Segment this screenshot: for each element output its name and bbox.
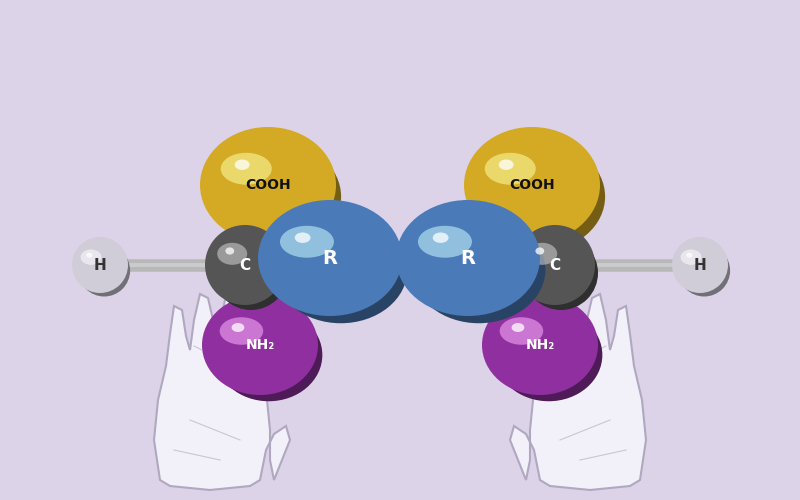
Polygon shape <box>532 264 556 318</box>
Ellipse shape <box>464 127 600 243</box>
Ellipse shape <box>678 244 730 296</box>
Ellipse shape <box>258 200 402 316</box>
Polygon shape <box>525 212 556 266</box>
Ellipse shape <box>479 143 605 250</box>
Ellipse shape <box>234 160 250 170</box>
Text: H: H <box>694 258 706 272</box>
Ellipse shape <box>226 248 234 254</box>
Ellipse shape <box>220 318 263 345</box>
Text: R: R <box>322 248 338 268</box>
Ellipse shape <box>515 225 595 305</box>
Ellipse shape <box>205 225 285 305</box>
Ellipse shape <box>86 252 93 258</box>
Ellipse shape <box>511 323 524 332</box>
Text: C: C <box>239 258 250 272</box>
Ellipse shape <box>500 318 543 345</box>
Polygon shape <box>154 286 290 490</box>
Ellipse shape <box>218 243 247 265</box>
Text: H: H <box>94 258 106 272</box>
Ellipse shape <box>221 153 272 184</box>
Ellipse shape <box>231 323 244 332</box>
Ellipse shape <box>482 295 598 395</box>
Ellipse shape <box>535 248 544 254</box>
Ellipse shape <box>215 143 341 250</box>
Text: R: R <box>461 248 475 268</box>
Text: C: C <box>550 258 561 272</box>
Ellipse shape <box>200 127 336 243</box>
Polygon shape <box>510 286 646 490</box>
Ellipse shape <box>202 295 318 395</box>
Ellipse shape <box>686 252 693 258</box>
Ellipse shape <box>498 160 514 170</box>
Ellipse shape <box>433 232 449 243</box>
Ellipse shape <box>81 250 102 265</box>
Polygon shape <box>244 212 275 266</box>
Ellipse shape <box>527 243 558 265</box>
Ellipse shape <box>524 236 598 310</box>
Ellipse shape <box>485 153 536 184</box>
Text: NH₂: NH₂ <box>526 338 554 352</box>
Ellipse shape <box>495 308 602 401</box>
Ellipse shape <box>672 237 728 293</box>
Text: COOH: COOH <box>509 178 555 192</box>
Ellipse shape <box>396 200 540 316</box>
Ellipse shape <box>214 236 288 310</box>
Text: NH₂: NH₂ <box>246 338 274 352</box>
Text: COOH: COOH <box>245 178 291 192</box>
Ellipse shape <box>418 226 472 258</box>
Ellipse shape <box>78 244 130 296</box>
Ellipse shape <box>215 308 322 401</box>
Polygon shape <box>244 264 268 318</box>
Ellipse shape <box>274 216 407 324</box>
Ellipse shape <box>681 250 702 265</box>
Ellipse shape <box>280 226 334 258</box>
Ellipse shape <box>294 232 310 243</box>
Ellipse shape <box>72 237 128 293</box>
Ellipse shape <box>412 216 546 324</box>
